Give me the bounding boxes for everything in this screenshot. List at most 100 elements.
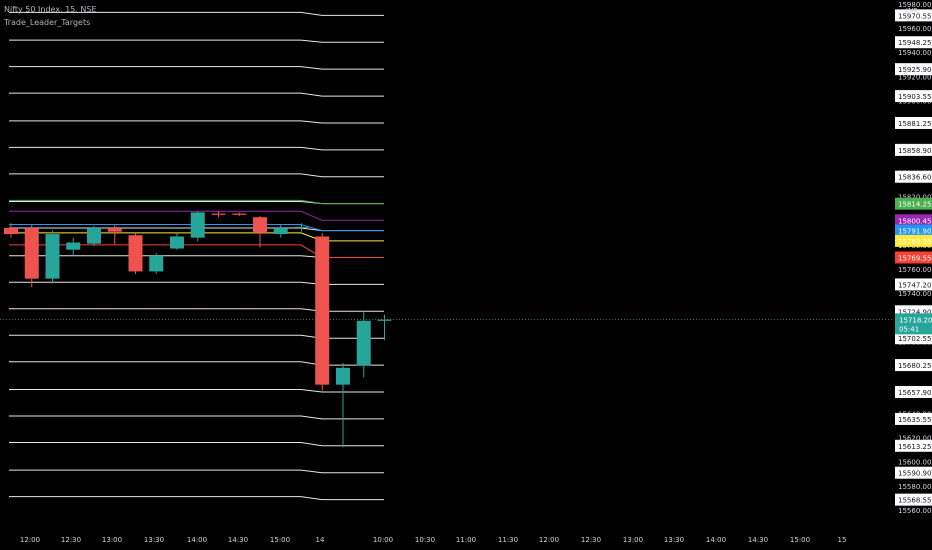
x-tick-label: 14:00 — [187, 536, 207, 544]
candle — [24, 224, 39, 288]
candle — [87, 225, 101, 247]
level-price-label-bg — [895, 224, 932, 237]
candle — [336, 362, 350, 448]
last-price-bg — [895, 313, 932, 335]
candle-body — [356, 320, 371, 366]
level-line — [9, 232, 384, 242]
target-line — [9, 120, 384, 124]
y-tick-label: 15980.00 — [898, 1, 931, 9]
price-label-bg — [895, 439, 932, 452]
x-tick-label: 12:00 — [20, 536, 40, 544]
indicator-name[interactable]: Trade_Leader_Targets — [4, 18, 91, 27]
candle — [273, 224, 288, 238]
candle — [45, 230, 60, 284]
candle-body — [45, 234, 60, 279]
candle-body — [24, 228, 39, 279]
x-tick-label: 10:00 — [373, 536, 393, 544]
price-label-bg — [895, 90, 932, 103]
candle-body — [87, 228, 101, 244]
x-tick-label: 14:30 — [748, 536, 768, 544]
time-axis[interactable]: 12:00 12:30 13:00 13:30 14:00 14:30 15:00 14 10:… — [20, 536, 847, 544]
target-line — [9, 146, 384, 151]
price-label: 15590.90 — [898, 470, 931, 478]
candle-body — [232, 213, 247, 215]
y-tick-label: 15620.00 — [898, 435, 931, 443]
level-price-label-bg — [895, 251, 932, 264]
price-label: 15635.55 — [898, 416, 931, 424]
price-label-bg — [895, 412, 932, 425]
level-price-label: 15769.55 — [898, 255, 931, 263]
x-tick-label: 11:30 — [498, 536, 518, 544]
x-tick-label: 14 — [316, 536, 325, 544]
price-label-bg — [895, 143, 932, 156]
x-tick-label: 14:00 — [706, 536, 726, 544]
level-price-label: 15783.35 — [898, 238, 931, 246]
x-tick-label: 15 — [838, 536, 847, 544]
x-tick-label: 15:00 — [790, 536, 810, 544]
candle — [4, 223, 18, 238]
price-label-bg — [895, 170, 932, 183]
x-tick-label: 15:00 — [270, 536, 290, 544]
target-line — [9, 281, 384, 285]
level-price-label-bg — [895, 197, 932, 210]
y-tick-label: 15760.00 — [898, 266, 931, 274]
price-label: 15568.55 — [898, 497, 931, 505]
colored-level-lines — [0, 199, 893, 320]
price-label: 15970.55 — [898, 12, 931, 20]
y-tick-label: 15960.00 — [898, 25, 931, 33]
price-label: 15702.55 — [898, 335, 931, 343]
candle — [356, 311, 371, 378]
level-price-label: 15814.25 — [898, 201, 931, 209]
candle-body — [294, 226, 309, 228]
price-label-bg — [895, 466, 932, 479]
target-line — [9, 39, 384, 43]
candle — [315, 232, 330, 391]
candle-body — [170, 236, 184, 249]
price-label: 15680.25 — [898, 362, 931, 370]
price-label-bg — [895, 36, 932, 49]
target-line — [9, 308, 384, 312]
target-line — [9, 11, 384, 16]
price-label-bg — [895, 9, 932, 22]
price-label: 15925.90 — [898, 66, 931, 74]
candle — [377, 314, 392, 341]
target-line — [9, 388, 384, 393]
target-line — [9, 361, 384, 366]
candle — [294, 223, 309, 232]
candle — [66, 237, 81, 256]
candle-body — [190, 212, 205, 238]
target-line — [9, 496, 384, 501]
candle-body — [273, 228, 288, 235]
price-label: 15881.25 — [898, 120, 931, 128]
x-tick-label: 13:30 — [144, 536, 164, 544]
price-label: 15747.20 — [898, 281, 931, 289]
x-tick-label: 12:30 — [581, 536, 601, 544]
candle-body — [253, 217, 267, 233]
target-line — [9, 173, 384, 178]
price-label-bg — [895, 332, 932, 345]
candle-body — [211, 213, 226, 215]
price-label: 15613.25 — [898, 443, 931, 451]
symbol-title[interactable]: Nifty 50 Index, 15, NSE — [4, 5, 97, 14]
candle — [211, 211, 226, 218]
candle-body — [128, 235, 143, 272]
price-label-bg — [895, 116, 932, 129]
y-tick-label: 15940.00 — [898, 49, 931, 57]
candle-body — [66, 242, 81, 250]
candle-body — [336, 367, 350, 385]
candle — [232, 212, 247, 217]
price-label: 15858.90 — [898, 147, 931, 155]
target-line — [9, 415, 384, 420]
price-label: 15903.55 — [898, 93, 931, 101]
x-tick-label: 12:00 — [539, 536, 559, 544]
price-label-bg — [895, 359, 932, 372]
x-tick-label: 14:30 — [228, 536, 248, 544]
price-labels: 15970.55 15948.25 15925.90 15903.55 15881.25… — [895, 9, 932, 506]
x-tick-label: 13:30 — [664, 536, 684, 544]
price-label: 15724.90 — [898, 308, 931, 316]
last-price-countdown: 05:41 — [899, 325, 919, 333]
price-label-bg — [895, 493, 932, 506]
x-tick-label: 10:30 — [415, 536, 435, 544]
